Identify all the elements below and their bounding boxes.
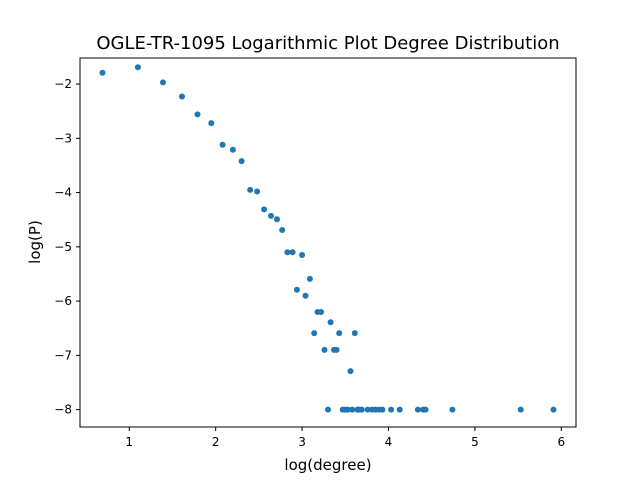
data-point [284, 249, 291, 256]
data-point [325, 406, 331, 413]
data-point [254, 188, 261, 195]
data-point [344, 406, 351, 413]
data-point [351, 330, 358, 337]
x-tick-label: 2 [212, 435, 220, 449]
y-axis-label: log(P) [26, 220, 44, 264]
data-point [517, 406, 524, 413]
y-tick-label: −8 [54, 403, 72, 417]
data-point [311, 330, 318, 337]
y-tick-label: −7 [54, 348, 72, 362]
data-point [238, 158, 245, 165]
data-points [99, 64, 557, 413]
data-point [364, 406, 371, 413]
data-point [449, 406, 456, 413]
data-point [414, 406, 421, 413]
data-point [134, 64, 141, 71]
data-point [336, 330, 343, 337]
data-point [299, 252, 306, 258]
data-point [274, 216, 280, 223]
data-point [550, 406, 557, 413]
data-point [422, 406, 429, 413]
data-point [388, 406, 395, 413]
data-point [306, 275, 313, 282]
y-tick-label: −3 [54, 131, 72, 145]
x-tick-label: 4 [385, 435, 393, 449]
y-tick-label: −2 [54, 77, 72, 91]
plot-frame [79, 57, 577, 428]
data-point [261, 206, 268, 213]
chart-title: OGLE-TR-1095 Logarithmic Plot Degree Dis… [96, 33, 559, 54]
data-point [293, 286, 300, 293]
data-point [194, 111, 201, 118]
data-point [321, 346, 328, 353]
data-point [333, 346, 340, 353]
data-point [247, 186, 254, 193]
y-tick-label: −4 [54, 186, 72, 200]
data-point [379, 406, 386, 413]
x-tick-label: 5 [471, 435, 479, 449]
data-point [289, 249, 296, 256]
data-point [318, 309, 325, 315]
x-tick-label: 3 [298, 435, 306, 449]
data-point [396, 406, 403, 413]
data-point [327, 319, 334, 326]
y-tick-label: −5 [54, 240, 72, 254]
data-point [279, 227, 286, 233]
data-point [358, 406, 365, 413]
data-point [229, 146, 236, 153]
x-tick-label: 1 [125, 435, 133, 449]
y-axis: −8 −7 −6 −5 −4 −3 −2 [54, 77, 80, 417]
data-point [99, 69, 106, 76]
data-point [219, 141, 226, 148]
data-point [160, 79, 166, 86]
data-point [347, 368, 354, 375]
data-point [349, 406, 356, 413]
data-point [208, 120, 215, 127]
x-axis: 1 2 3 4 5 6 [125, 427, 565, 449]
x-axis-label: log(degree) [284, 456, 371, 474]
data-point [302, 292, 309, 299]
data-point [179, 93, 185, 100]
data-point [268, 212, 274, 219]
y-tick-label: −6 [54, 294, 72, 308]
x-tick-label: 6 [557, 435, 565, 449]
